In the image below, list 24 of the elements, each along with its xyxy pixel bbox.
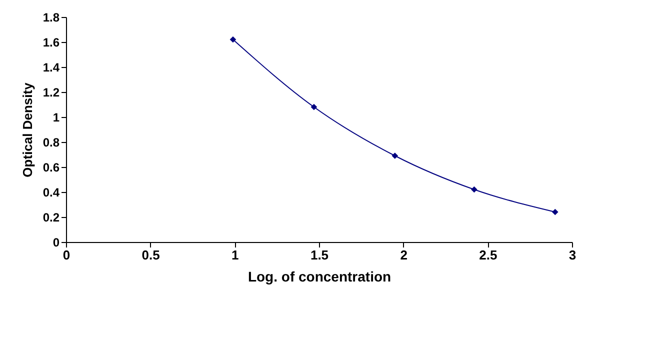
y-tick-label: 0.6 (42, 160, 60, 174)
y-tick-label: 0.8 (42, 136, 60, 150)
y-tick-label: 1 (52, 110, 60, 124)
point (310, 104, 318, 110)
x-tick-label: 2.5 (479, 248, 498, 262)
x-axis-title: Log. of concentration (248, 268, 392, 284)
x-tick-label: 2 (400, 248, 408, 262)
x-tick-label: 3 (568, 248, 576, 262)
x-tick-label: 1.5 (310, 248, 329, 262)
point (552, 208, 558, 216)
point (471, 186, 478, 193)
y-tick-label: 1.6 (42, 36, 60, 50)
y-tick-label: 1.2 (42, 86, 60, 100)
y-tick-label: 0.4 (42, 186, 60, 200)
y-axis-title: Optical Density (20, 82, 35, 178)
x-tick-label: 0.5 (142, 248, 160, 262)
y-tick-label: 1.4 (42, 60, 60, 74)
y-tick-label: 0.2 (42, 210, 60, 224)
y-tick-label: 0 (52, 236, 60, 250)
x-tick-label: 1 (232, 248, 239, 262)
x-tick-label: 0 (62, 248, 70, 262)
point (230, 36, 236, 43)
y-tick-label: 1.8 (42, 10, 60, 24)
point (392, 152, 398, 159)
